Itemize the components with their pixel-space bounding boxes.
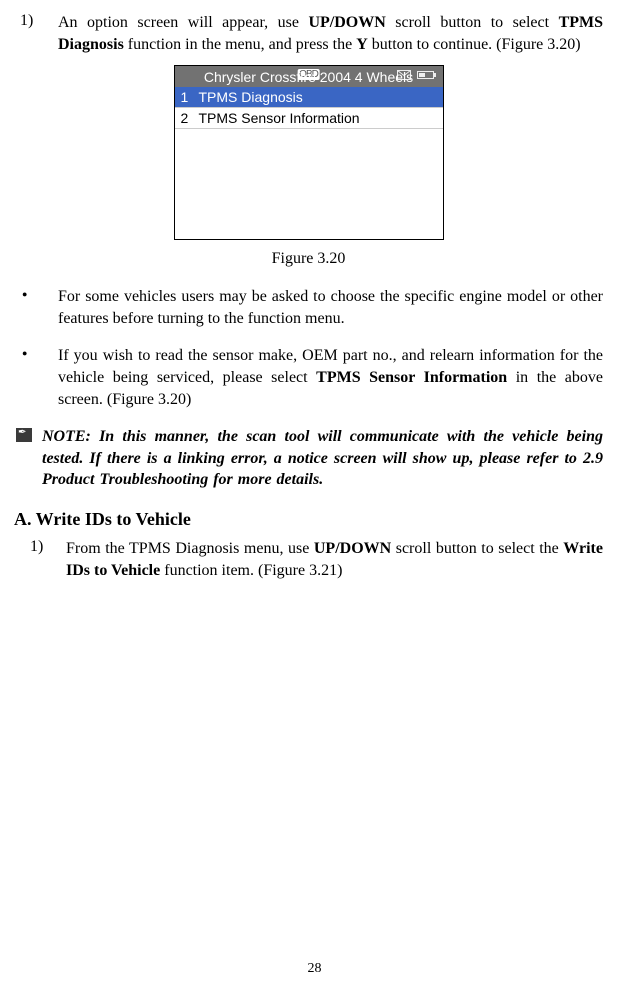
bullet-dot-icon xyxy=(14,345,58,410)
step-1: 1) An option screen will appear, use UP/… xyxy=(14,12,603,55)
kw-tpms-sensor-info: TPMS Sensor Information xyxy=(316,369,507,386)
note-icon xyxy=(14,426,42,491)
bullet-dot-icon xyxy=(14,286,58,329)
note-text: NOTE: In this manner, the scan tool will… xyxy=(42,426,603,491)
kw-updown: UP/DOWN xyxy=(314,540,391,557)
step-a1-number: 1) xyxy=(24,538,66,581)
figure-menu: 1 TPMS Diagnosis 2 TPMS Sensor Informati… xyxy=(175,87,443,239)
section-heading-a: A. Write IDs to Vehicle xyxy=(14,509,603,530)
bullet-1-text: For some vehicles users may be asked to … xyxy=(58,286,603,329)
note-block: NOTE: In this manner, the scan tool will… xyxy=(14,426,603,491)
kw-updown: UP/DOWN xyxy=(308,14,385,31)
menu-blank-area xyxy=(175,129,443,239)
menu-row-1: 1 TPMS Diagnosis xyxy=(175,87,443,108)
menu-row-1-text: TPMS Diagnosis xyxy=(199,89,303,105)
text: button to continue. (Figure 3.20) xyxy=(368,36,581,53)
text: scroll button to select xyxy=(386,14,559,31)
menu-row-2: 2 TPMS Sensor Information xyxy=(175,108,443,129)
figure-titlebar: OBD Chrysler Crossfire 2004 4 Wheels xyxy=(175,66,443,87)
step-1-text: An option screen will appear, use UP/DOW… xyxy=(58,12,603,55)
text: From the TPMS Diagnosis menu, use xyxy=(66,540,314,557)
text: scroll button to select the xyxy=(391,540,563,557)
page-number: 28 xyxy=(0,961,629,977)
menu-row-2-num: 2 xyxy=(181,110,199,126)
kw-y: Y xyxy=(356,36,368,53)
figure-3-20: OBD Chrysler Crossfire 2004 4 Wheels 1 T… xyxy=(174,65,444,240)
bullet-1: For some vehicles users may be asked to … xyxy=(14,286,603,329)
step-a1-text: From the TPMS Diagnosis menu, use UP/DOW… xyxy=(66,538,603,581)
text: function item. (Figure 3.21) xyxy=(160,562,342,579)
bullet-2: If you wish to read the sensor make, OEM… xyxy=(14,345,603,410)
menu-row-2-text: TPMS Sensor Information xyxy=(199,110,360,126)
menu-row-1-num: 1 xyxy=(181,89,199,105)
step-a1: 1) From the TPMS Diagnosis menu, use UP/… xyxy=(24,538,603,581)
text: function in the menu, and press the xyxy=(124,36,356,53)
figure-3-20-caption: Figure 3.20 xyxy=(14,250,603,268)
step-1-number: 1) xyxy=(14,12,58,55)
figure-title-text: Chrysler Crossfire 2004 4 Wheels xyxy=(175,69,443,85)
bullet-2-text: If you wish to read the sensor make, OEM… xyxy=(58,345,603,410)
text: An option screen will appear, use xyxy=(58,14,308,31)
